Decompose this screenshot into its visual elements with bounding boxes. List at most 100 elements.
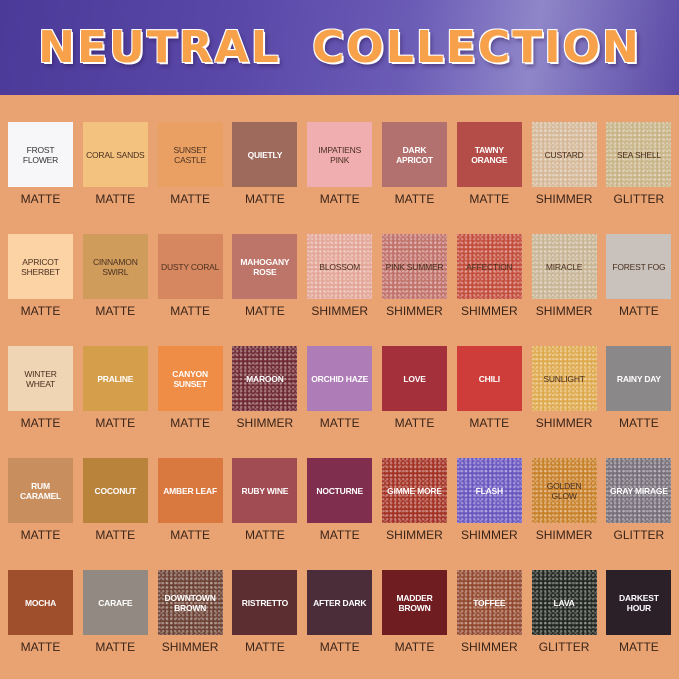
finish-label: SHIMMER (535, 416, 593, 430)
finish-label: MATTE (95, 192, 136, 206)
collection-title: NEUTRAL COLLECTION (38, 22, 641, 73)
color-swatch: DARK APRICOT (382, 122, 447, 187)
shade-name: CUSTARD (544, 149, 584, 160)
finish-label: SHIMMER (311, 304, 369, 318)
swatch-cell: MOCHA MATTE (8, 570, 73, 654)
color-swatch: CINNAMON SWIRL (82, 234, 148, 299)
color-swatch: GRAY MIRAGE (606, 458, 671, 523)
color-swatch: TOFFEE (457, 570, 522, 635)
shade-name: WINTER WHEAT (24, 368, 57, 389)
color-swatch: DOWNTOWN BROWN (158, 570, 223, 635)
swatch-cell: CORAL SANDS MATTE (82, 122, 148, 206)
finish-label: SHIMMER (386, 528, 443, 542)
color-swatch: TAWNY ORANGE (456, 122, 522, 187)
color-swatch: MIRACLE (532, 234, 597, 299)
color-swatch: DUSTY CORAL (157, 234, 223, 299)
shade-name: SUNLIGHT (543, 373, 585, 384)
swatch-cell: FLASH SHIMMER (457, 458, 522, 542)
swatch-cell: CHILI MATTE (456, 346, 522, 430)
shade-name: FLASH (475, 485, 504, 496)
color-swatch: GIMME MORE (382, 458, 447, 523)
finish-label: GLITTER (613, 528, 665, 542)
finish-label: MATTE (95, 640, 136, 654)
finish-label: MATTE (170, 192, 210, 206)
swatch-cell: CINNAMON SWIRL MATTE (82, 234, 148, 318)
color-swatch: GOLDEN GLOW (532, 458, 597, 523)
swatch-cell: LAVA GLITTER (532, 570, 597, 654)
finish-label: MATTE (20, 528, 61, 542)
color-swatch: PRALINE (82, 346, 148, 411)
shade-name: COCONUT (94, 485, 137, 496)
shade-name: TOFFEE (473, 597, 506, 608)
swatch-cell: GIMME MORE SHIMMER (382, 458, 447, 542)
finish-label: MATTE (170, 416, 210, 430)
color-swatch: MOCHA (8, 570, 73, 635)
color-swatch: APRICOT SHERBET (8, 234, 73, 299)
finish-label: SHIMMER (535, 192, 593, 206)
shade-name: MIRACLE (545, 261, 583, 272)
finish-label: SHIMMER (460, 640, 518, 654)
finish-label: MATTE (20, 640, 61, 654)
swatch-cell: GOLDEN GLOW SHIMMER (532, 458, 597, 542)
finish-label: MATTE (394, 640, 435, 654)
swatch-cell: MADDER BROWN MATTE (382, 570, 447, 654)
finish-label: MATTE (95, 416, 136, 430)
shade-name: AFTER DARK (313, 597, 367, 608)
color-swatch: CUSTARD (532, 122, 597, 187)
finish-label: MATTE (170, 528, 210, 542)
swatch-cell: SUNSET CASTLE MATTE (157, 122, 223, 206)
color-swatch: AFTER DARK (307, 570, 373, 635)
swatch-cell: AFTER DARK MATTE (307, 570, 373, 654)
swatch-cell: SUNLIGHT SHIMMER (532, 346, 597, 430)
swatch-cell: CUSTARD SHIMMER (532, 122, 597, 206)
color-swatch: DARKEST HOUR (606, 570, 672, 635)
shade-name: DOWNTOWN BROWN (164, 592, 216, 613)
finish-label: MATTE (20, 192, 61, 206)
finish-label: MATTE (619, 640, 659, 654)
color-swatch: ORCHID HAZE (307, 346, 373, 411)
color-swatch: FROST FLOWER (8, 122, 73, 187)
shade-name: AMBER LEAF (163, 485, 217, 496)
color-swatch: PINK SUMMER (382, 234, 447, 299)
shade-name: RUM CARAMEL (19, 480, 62, 501)
finish-label: MATTE (95, 304, 136, 318)
finish-label: MATTE (619, 416, 659, 430)
shade-name: RAINY DAY (616, 373, 661, 384)
finish-label: MATTE (319, 528, 360, 542)
finish-label: MATTE (619, 304, 659, 318)
color-swatch: CARAFE (82, 570, 148, 635)
swatch-cell: FOREST FOG MATTE (606, 234, 672, 318)
shade-name: NOCTURNE (316, 485, 363, 496)
swatch-cell: PINK SUMMER SHIMMER (382, 234, 447, 318)
shade-name: GIMME MORE (387, 485, 442, 496)
finish-label: SHIMMER (535, 304, 593, 318)
color-swatch: AMBER LEAF (157, 458, 223, 523)
shade-name: LAVA (553, 597, 575, 608)
shade-name: FOREST FOG (612, 261, 666, 272)
header-banner: NEUTRAL COLLECTION (0, 0, 679, 95)
shade-name: DARKEST HOUR (619, 592, 659, 613)
shade-name: RISTRETTO (241, 597, 288, 608)
finish-label: MATTE (394, 192, 435, 206)
shade-name: ORCHID HAZE (311, 373, 369, 384)
swatch-cell: RISTRETTO MATTE (232, 570, 298, 654)
finish-label: MATTE (394, 416, 435, 430)
shade-name: IMPATIENS PINK (318, 144, 362, 165)
swatch-cell: TAWNY ORANGE MATTE (456, 122, 522, 206)
finish-label: MATTE (319, 416, 360, 430)
finish-label: MATTE (469, 192, 510, 206)
swatch-cell: QUIETLY MATTE (232, 122, 298, 206)
swatch-cell: MIRACLE SHIMMER (532, 234, 597, 318)
color-swatch: RUM CARAMEL (8, 458, 73, 523)
swatch-cell: MAROON SHIMMER (232, 346, 297, 430)
color-swatch: WINTER WHEAT (8, 346, 73, 411)
finish-label: MATTE (20, 416, 61, 430)
swatch-cell: IMPATIENS PINK MATTE (307, 122, 373, 206)
shade-name: APRICOT SHERBET (21, 256, 60, 277)
color-swatch: MADDER BROWN (382, 570, 447, 635)
finish-label: MATTE (170, 304, 210, 318)
color-swatch: SUNLIGHT (532, 346, 597, 411)
finish-label: MATTE (245, 304, 285, 318)
finish-label: SHIMMER (535, 528, 593, 542)
shade-name: QUIETLY (247, 149, 283, 160)
